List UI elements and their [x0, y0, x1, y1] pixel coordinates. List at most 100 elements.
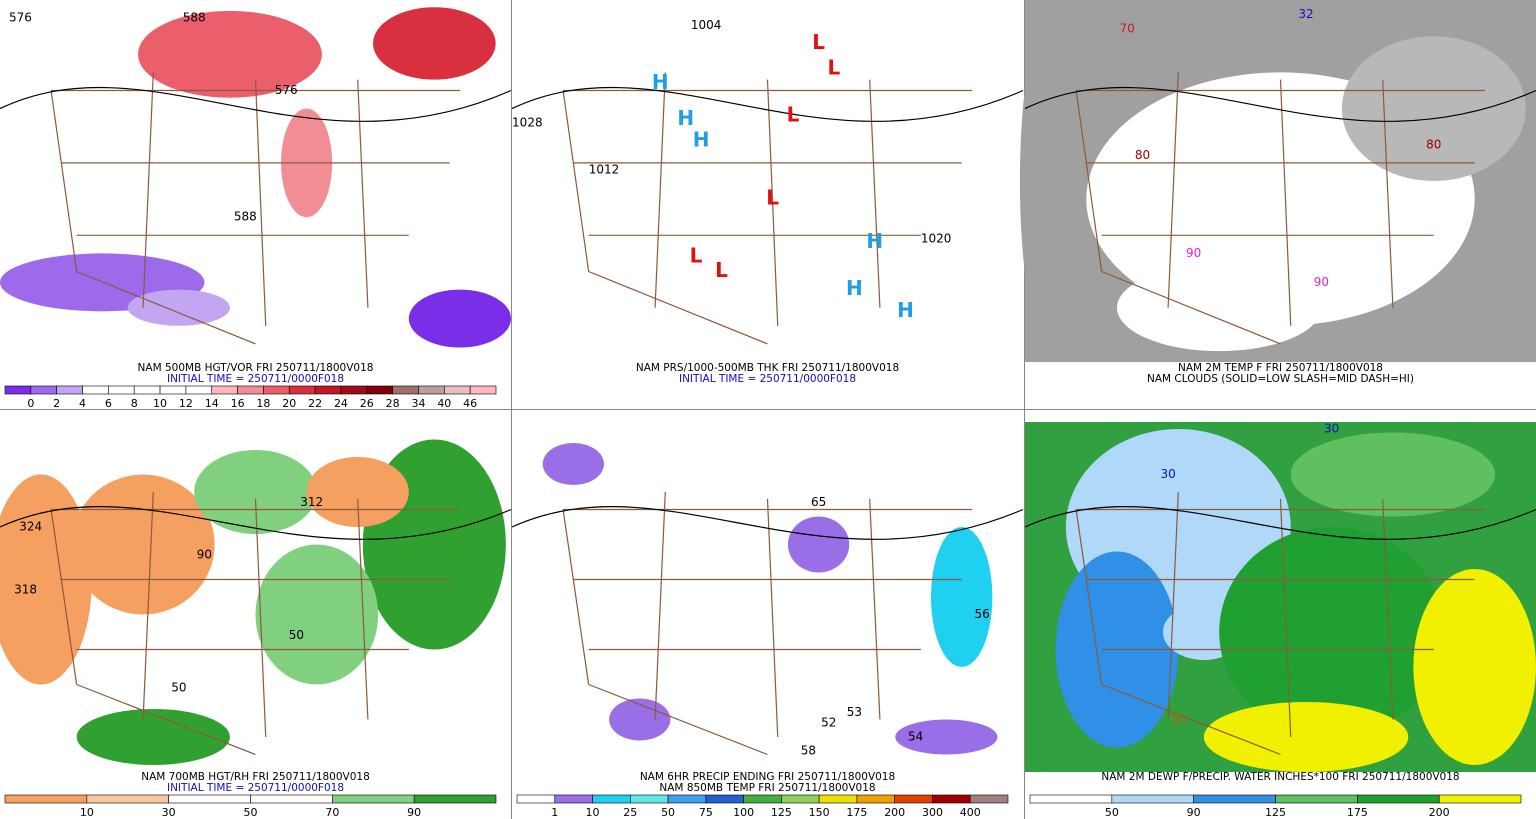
contour-label: 1020 — [921, 231, 952, 245]
panel: 65 52 53 54 58 56 NAM 6HR PRECIP ENDING FRI 25… — [511, 422, 1024, 819]
colorbar-box — [705, 794, 744, 804]
border-line — [869, 79, 881, 308]
shaded-field — [71, 474, 215, 615]
caption: NAM CLOUDS (SOLID=LOW SLASH=MID DASH=HI) — [1147, 373, 1414, 385]
colorbar-label: 10 — [153, 397, 167, 410]
border-line — [76, 270, 256, 345]
contour-label: 56 — [974, 607, 989, 621]
border-line — [588, 683, 768, 756]
border-line — [654, 491, 666, 720]
border-line — [142, 72, 154, 308]
colorbar-box — [366, 385, 393, 395]
panel: 70 80 90 90 80 32 NAM 2M TEMP F FRI 250711/180… — [1019, 0, 1536, 385]
colorbar-label: 25 — [623, 806, 637, 819]
colorbar-box — [469, 385, 497, 395]
contour-label: 53 — [847, 705, 862, 719]
colorbar-label: 200 — [1429, 806, 1450, 819]
caption: NAM 2M TEMP F FRI 250711/1800V018 — [1178, 362, 1383, 374]
colorbar-box — [894, 794, 933, 804]
contour-label: 54 — [908, 730, 923, 744]
colorbar-box — [818, 794, 858, 804]
border-line — [254, 498, 267, 738]
colorbar-label: 30 — [162, 806, 176, 819]
colorbar-box — [263, 385, 290, 395]
colorbar-label: 40 — [437, 397, 451, 410]
colorbar-box — [86, 794, 169, 804]
colorbar-label: 175 — [846, 806, 867, 819]
contour-label: 30 — [1324, 422, 1339, 436]
shaded-field — [76, 709, 230, 765]
pressure-center: L — [787, 102, 800, 126]
contour-label: 1028 — [512, 116, 543, 130]
colorbar-label: 8 — [131, 397, 138, 410]
caption: NAM 2M DEWP F/PRECIP. WATER INCHES*100 F… — [1101, 771, 1459, 783]
colorbar-box — [856, 794, 895, 804]
shaded-field — [787, 516, 850, 573]
colorbar-label: 400 — [960, 806, 981, 819]
contour-label: 80 — [1135, 148, 1150, 162]
shaded-field — [931, 527, 993, 667]
colorbar-box — [108, 385, 135, 395]
caption: NAM PRS/1000-500MB THK FRI 250711/1800V0… — [636, 362, 899, 374]
contour-label: 576 — [275, 83, 298, 97]
colorbar-label: 1 — [551, 806, 558, 819]
colorbar-box — [418, 385, 445, 395]
colorbar-box — [332, 794, 415, 804]
colorbar-box — [516, 794, 556, 804]
contour-label: 1004 — [691, 18, 722, 32]
colorbar-box — [630, 794, 669, 804]
colorbar-label: 0 — [27, 397, 34, 410]
contour-label: 90 — [1314, 275, 1329, 289]
contour-label: 1012 — [589, 163, 620, 177]
colorbar-box — [743, 794, 782, 804]
border-line — [1167, 72, 1179, 308]
contour-label: 70 — [1120, 21, 1135, 35]
colorbar-box — [237, 385, 264, 395]
colorbar-box — [133, 385, 161, 395]
colorbar-box — [413, 794, 497, 804]
colorbar-label: 18 — [256, 397, 270, 410]
pressure-center: H — [866, 229, 883, 253]
colorbar-box — [4, 794, 88, 804]
contour — [0, 506, 512, 540]
border-line — [562, 90, 590, 272]
colorbar-box — [56, 385, 83, 395]
colorbar-box — [168, 794, 251, 804]
pressure-center: H — [693, 128, 710, 152]
colorbar-box — [1193, 794, 1276, 804]
contour-label: 65 — [811, 495, 826, 509]
shaded-field — [1413, 569, 1536, 765]
colorbar-box — [969, 794, 1009, 804]
contour-label: 50 — [171, 681, 186, 695]
colorbar-label: 75 — [699, 806, 713, 819]
colorbar-label: 24 — [334, 397, 348, 410]
colorbar-label: 150 — [809, 806, 830, 819]
colorbar-label: 22 — [308, 397, 322, 410]
shaded-field — [194, 450, 317, 534]
colorbar-box — [592, 794, 631, 804]
panel: 324 312 318 50 50 90 NAM 700MB HGT/RH FRI 2507… — [0, 422, 512, 819]
colorbar-label: 10 — [586, 806, 600, 819]
colorbar-box — [288, 385, 316, 395]
border-line — [76, 683, 256, 756]
colorbar-box — [781, 794, 820, 804]
shaded-field — [1116, 264, 1322, 352]
border-line — [254, 79, 267, 326]
colorbar-label: 125 — [1265, 806, 1286, 819]
contour-label: 312 — [300, 495, 323, 509]
map-area — [512, 0, 1023, 362]
border-line — [50, 90, 78, 272]
colorbar-box — [211, 385, 238, 395]
colorbar-label: 50 — [244, 806, 258, 819]
colorbar-label: 12 — [179, 397, 193, 410]
pressure-center: H — [846, 276, 863, 300]
contour-label: 324 — [19, 520, 42, 534]
border-line — [1075, 509, 1103, 685]
contour-label: 588 — [234, 210, 257, 224]
colorbar-label: 100 — [733, 806, 754, 819]
border-line — [562, 509, 590, 685]
border-line — [1167, 491, 1179, 720]
shaded-field — [1019, 0, 1092, 362]
border-line — [357, 79, 369, 308]
